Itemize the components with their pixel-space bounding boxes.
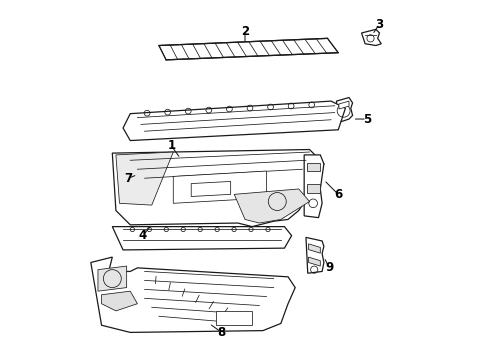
Polygon shape bbox=[307, 163, 319, 171]
Text: 3: 3 bbox=[375, 18, 384, 31]
Polygon shape bbox=[191, 181, 231, 197]
Text: 2: 2 bbox=[241, 25, 249, 38]
Polygon shape bbox=[116, 152, 173, 205]
Polygon shape bbox=[173, 171, 267, 203]
Polygon shape bbox=[91, 257, 295, 332]
Polygon shape bbox=[306, 237, 324, 273]
Polygon shape bbox=[112, 149, 324, 226]
Text: 7: 7 bbox=[124, 172, 132, 185]
Polygon shape bbox=[309, 244, 320, 253]
Polygon shape bbox=[362, 30, 381, 45]
Polygon shape bbox=[112, 226, 292, 250]
Polygon shape bbox=[304, 155, 324, 218]
Text: 5: 5 bbox=[363, 113, 371, 126]
Polygon shape bbox=[98, 266, 126, 291]
Polygon shape bbox=[123, 101, 345, 140]
Polygon shape bbox=[216, 311, 252, 325]
Polygon shape bbox=[159, 39, 338, 60]
Polygon shape bbox=[309, 257, 320, 266]
Text: 8: 8 bbox=[218, 326, 226, 339]
Text: 6: 6 bbox=[334, 188, 343, 201]
Text: 4: 4 bbox=[139, 229, 147, 242]
Polygon shape bbox=[234, 189, 310, 223]
Polygon shape bbox=[339, 101, 349, 109]
Polygon shape bbox=[101, 291, 137, 311]
Polygon shape bbox=[307, 184, 319, 193]
Polygon shape bbox=[337, 98, 353, 123]
Text: 9: 9 bbox=[325, 261, 333, 274]
Text: 1: 1 bbox=[168, 139, 175, 152]
